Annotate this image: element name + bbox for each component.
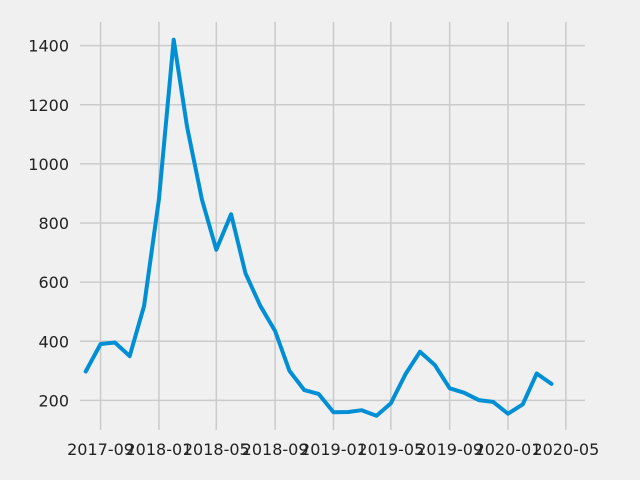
- y-tick-label: 1400: [28, 37, 69, 56]
- x-tick-label: 2019-05: [357, 440, 424, 459]
- y-tick-labels: 200 400 600 800 1000 1200 1400: [28, 37, 69, 411]
- x-tick-labels: 2017-092018-012018-052018-092019-012019-…: [67, 440, 599, 459]
- x-tick-label: 2018-05: [183, 440, 250, 459]
- series-line: [83, 37, 554, 418]
- x-tick-label: 2017-09: [67, 440, 134, 459]
- y-tick-label: 600: [38, 273, 69, 292]
- x-tick-label: 2018-01: [125, 440, 192, 459]
- y-tick-label: 200: [38, 391, 69, 410]
- y-tick-label: 1000: [28, 155, 69, 174]
- y-tick-label: 1200: [28, 96, 69, 115]
- x-gridlines: [99, 22, 567, 430]
- series-group: [83, 37, 554, 418]
- x-tick-label: 2020-05: [532, 440, 599, 459]
- y-tick-label: 800: [38, 214, 69, 233]
- x-tick-label: 2019-01: [300, 440, 367, 459]
- x-tick-label: 2020-01: [475, 440, 542, 459]
- x-tick-label: 2018-09: [242, 440, 309, 459]
- x-tick-label: 2019-09: [416, 440, 483, 459]
- y-tick-label: 400: [38, 332, 69, 351]
